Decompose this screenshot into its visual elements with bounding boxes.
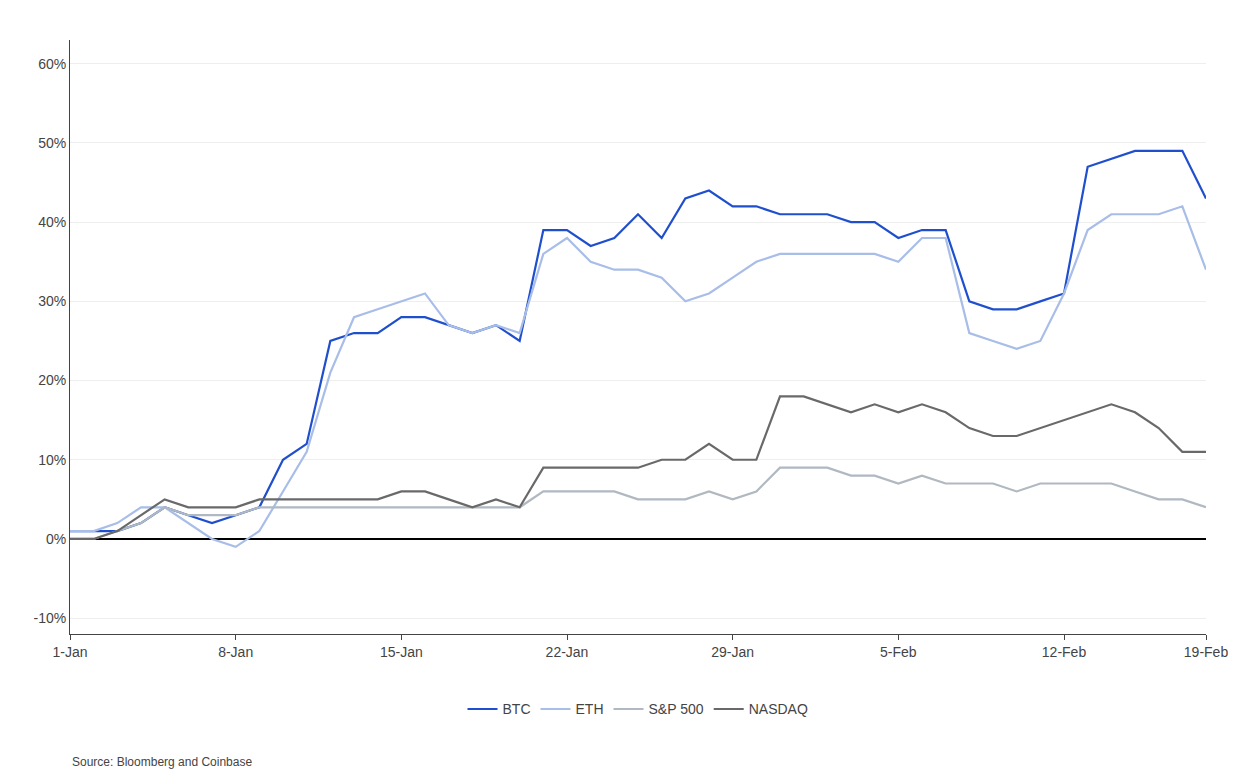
svg-text:15-Jan: 15-Jan bbox=[380, 644, 423, 660]
svg-text:29-Jan: 29-Jan bbox=[711, 644, 754, 660]
svg-text:5-Feb: 5-Feb bbox=[880, 644, 917, 660]
svg-text:S&P 500: S&P 500 bbox=[649, 701, 704, 717]
svg-text:10%: 10% bbox=[38, 452, 66, 468]
svg-text:12-Feb: 12-Feb bbox=[1042, 644, 1087, 660]
svg-text:22-Jan: 22-Jan bbox=[546, 644, 589, 660]
svg-text:30%: 30% bbox=[38, 293, 66, 309]
svg-text:60%: 60% bbox=[38, 56, 66, 72]
svg-text:19-Feb: 19-Feb bbox=[1184, 644, 1229, 660]
svg-text:40%: 40% bbox=[38, 214, 66, 230]
svg-text:-10%: -10% bbox=[34, 610, 67, 626]
svg-text:0%: 0% bbox=[46, 531, 66, 547]
svg-text:50%: 50% bbox=[38, 135, 66, 151]
svg-text:NASDAQ: NASDAQ bbox=[749, 701, 808, 717]
svg-text:1-Jan: 1-Jan bbox=[52, 644, 87, 660]
svg-text:BTC: BTC bbox=[503, 701, 531, 717]
svg-text:8-Jan: 8-Jan bbox=[218, 644, 253, 660]
svg-text:Source: Bloomberg and Coinbase: Source: Bloomberg and Coinbase bbox=[72, 755, 252, 769]
svg-text:ETH: ETH bbox=[576, 701, 604, 717]
svg-text:20%: 20% bbox=[38, 372, 66, 388]
